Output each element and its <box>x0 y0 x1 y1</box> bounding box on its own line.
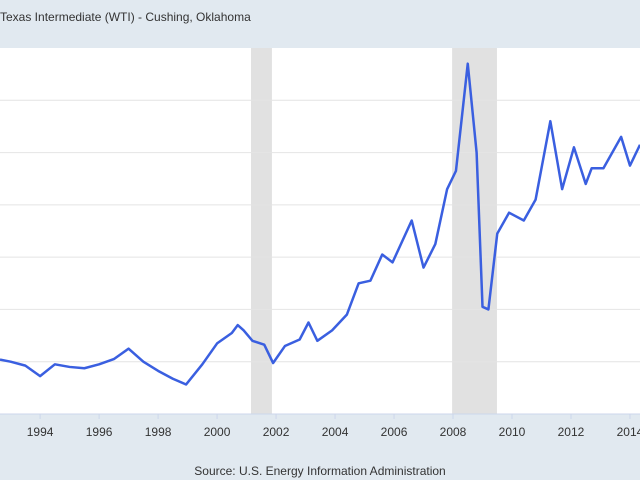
x-tick-label: 2008 <box>440 425 467 439</box>
x-tick-label: 2010 <box>499 425 526 439</box>
data-line <box>0 62 640 386</box>
x-tick-label: 2000 <box>204 425 231 439</box>
chart-title: Texas Intermediate (WTI) - Cushing, Okla… <box>0 10 251 24</box>
recession-band <box>452 48 497 414</box>
x-tick-label: 2004 <box>322 425 349 439</box>
x-tick-label: 2006 <box>381 425 408 439</box>
x-tick-label: 1994 <box>27 425 54 439</box>
x-tick-label: 1998 <box>145 425 172 439</box>
x-tick-label: 2014 <box>617 425 640 439</box>
plot-area <box>0 48 640 414</box>
x-tick-label: 2002 <box>263 425 290 439</box>
source-note: Source: U.S. Energy Information Administ… <box>194 464 445 478</box>
x-tick-label: 1996 <box>86 425 113 439</box>
recession-band <box>250 48 272 414</box>
x-tick-label: 2012 <box>558 425 585 439</box>
